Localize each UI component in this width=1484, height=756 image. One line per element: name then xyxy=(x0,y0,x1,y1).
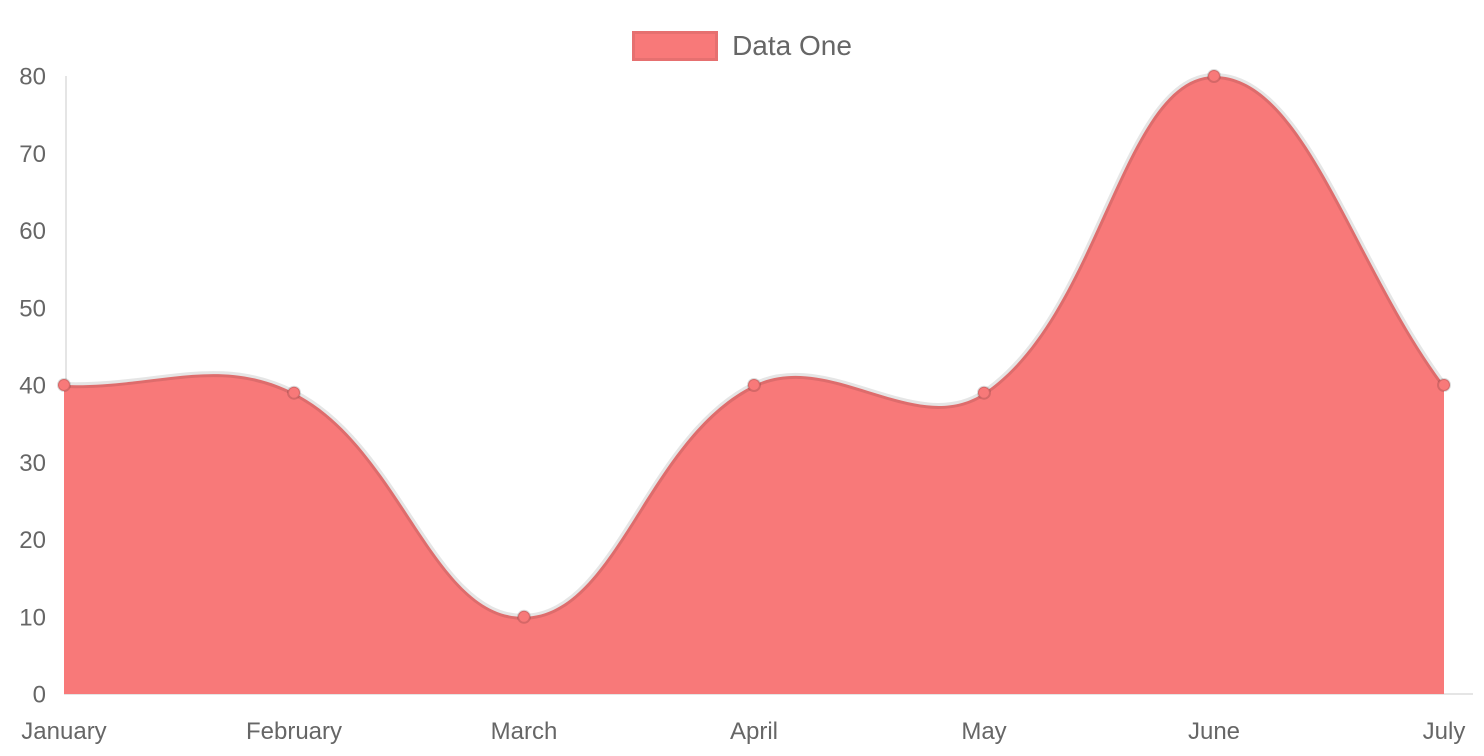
legend-swatch xyxy=(632,31,719,61)
y-tick-label: 70 xyxy=(19,141,46,168)
data-point-february[interactable] xyxy=(287,385,301,400)
y-tick-label: 80 xyxy=(19,64,46,91)
x-tick-label-march: March xyxy=(491,718,558,745)
x-tick-label-july: July xyxy=(1423,718,1466,745)
y-tick-label: 60 xyxy=(19,218,46,245)
y-tick-label: 0 xyxy=(33,682,46,709)
line-stroke xyxy=(61,73,1447,620)
legend-label: Data One xyxy=(732,30,852,61)
y-tick-label: 30 xyxy=(19,450,46,477)
legend: Data One xyxy=(0,31,1484,61)
y-tick-label: 50 xyxy=(19,295,46,322)
x-tick-label-april: April xyxy=(730,718,778,745)
data-point-july[interactable] xyxy=(1437,378,1451,392)
x-tick-label-june: June xyxy=(1188,718,1240,745)
data-point-june[interactable] xyxy=(1207,69,1221,83)
x-tick-label-january: January xyxy=(21,718,106,745)
y-tick-label: 40 xyxy=(19,373,46,400)
data-point-may[interactable] xyxy=(977,385,991,400)
legend-item-data-one[interactable]: Data One xyxy=(632,31,852,61)
x-tick-label-february: February xyxy=(246,718,342,745)
y-tick-label: 20 xyxy=(19,527,46,554)
data-point-january[interactable] xyxy=(57,378,71,392)
y-tick-label: 10 xyxy=(19,604,46,631)
data-point-april[interactable] xyxy=(747,378,761,392)
data-point-march[interactable] xyxy=(517,609,531,624)
x-tick-label-may: May xyxy=(961,718,1006,745)
